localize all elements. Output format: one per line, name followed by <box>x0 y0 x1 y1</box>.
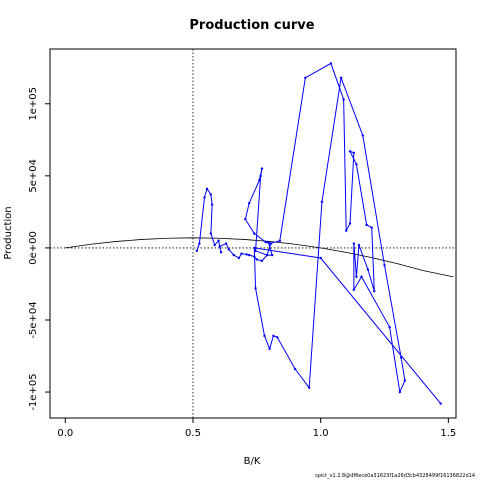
data-point-0-35 <box>278 239 282 242</box>
data-point-0-2 <box>203 196 206 199</box>
data-point-0-39 <box>345 229 348 232</box>
x-tick-label-1: 0.5 <box>185 428 201 439</box>
data-point-0-26 <box>254 249 257 252</box>
chart-title: Production curve <box>189 18 314 33</box>
data-point-0-7 <box>213 243 216 247</box>
y-tick-label-0: -1e+05 <box>28 373 39 410</box>
data-point-0-8 <box>217 239 220 242</box>
data-point-0-19 <box>255 258 259 261</box>
data-point-0-32 <box>253 232 256 235</box>
data-point-0-34 <box>268 242 271 245</box>
data-point-0-10 <box>218 245 222 248</box>
x-tick-label-3: 1.5 <box>440 428 456 439</box>
data-point-0-58 <box>361 134 364 137</box>
data-point-0-50 <box>352 242 356 245</box>
data-point-0-6 <box>209 232 213 235</box>
y-tick-label-2: 0e+00 <box>28 231 39 265</box>
x-axis: 0.0 0.5 1.0 1.5 <box>57 418 456 439</box>
data-point-0-16 <box>245 253 248 256</box>
data-point-0-24 <box>270 253 274 257</box>
x-tick-label-0: 0.0 <box>57 428 73 439</box>
y-tick-label-1: -5e+04 <box>28 301 39 338</box>
data-point-0-65 <box>268 347 271 351</box>
data-point-0-15 <box>240 252 243 255</box>
y-tick-label-4: 1e+05 <box>28 87 39 121</box>
data-point-0-59 <box>339 76 343 80</box>
data-point-0-17 <box>247 253 251 257</box>
data-point-0-13 <box>232 253 236 257</box>
y-tick-label-3: 5e+04 <box>28 159 39 193</box>
data-point-0-48 <box>357 243 361 247</box>
data-point-0-11 <box>224 242 228 245</box>
data-point-0-54 <box>398 390 402 394</box>
data-point-0-28 <box>260 167 264 170</box>
data-point-0-9 <box>219 251 223 254</box>
y-axis: -1e+05 -5e+04 0e+00 5e+04 1e+05 <box>28 87 50 411</box>
data-point-0-62 <box>293 367 297 371</box>
data-point-0-63 <box>276 336 279 339</box>
data-point-0-47 <box>366 268 370 271</box>
data-point-0-45 <box>370 226 373 229</box>
data-point-0-30 <box>247 202 251 205</box>
data-point-0-4 <box>209 193 213 196</box>
data-point-0-56 <box>399 356 403 359</box>
plot-frame <box>49 48 457 419</box>
data-point-0-1 <box>198 242 201 245</box>
data-point-0-67 <box>254 287 257 290</box>
data-point-0-70 <box>439 402 442 405</box>
data-point-0-29 <box>258 178 261 182</box>
data-point-0-61 <box>307 386 311 389</box>
data-point-0-44 <box>365 223 368 227</box>
data-point-0-33 <box>264 240 267 244</box>
data-point-0-40 <box>348 222 352 225</box>
data-point-0-0 <box>195 249 199 252</box>
data-point-0-55 <box>403 379 407 382</box>
data-point-0-52 <box>360 275 363 278</box>
data-point-0-41 <box>352 151 356 154</box>
data-point-0-60 <box>320 200 324 203</box>
data-point-0-27 <box>259 174 262 178</box>
x-tick-label-2: 1.0 <box>313 428 329 439</box>
data-point-0-5 <box>210 203 214 206</box>
data-point-0-57 <box>383 264 386 267</box>
data-point-0-69 <box>319 256 322 260</box>
x-axis-label: B/K <box>244 456 261 467</box>
data-point-0-43 <box>355 163 358 166</box>
data-point-0-51 <box>352 288 356 291</box>
data-point-0-25 <box>265 253 269 257</box>
data-point-0-12 <box>227 248 230 251</box>
data-point-0-42 <box>348 150 352 153</box>
data-point-0-49 <box>355 275 358 278</box>
data-point-0-36 <box>304 76 307 80</box>
data-point-0-3 <box>205 187 209 191</box>
data-point-0-20 <box>260 259 264 263</box>
data-point-0-38 <box>342 98 345 101</box>
data-point-0-53 <box>388 325 391 329</box>
data-point-0-68 <box>253 246 256 250</box>
y-axis-label: Production <box>3 206 14 259</box>
data-point-0-64 <box>272 334 275 338</box>
data-point-0-31 <box>244 217 247 221</box>
data-point-0-18 <box>253 255 256 258</box>
model-curve-line <box>65 237 454 278</box>
data-point-0-46 <box>373 289 376 293</box>
data-point-0-37 <box>329 62 333 65</box>
plot-area <box>50 49 456 418</box>
data-point-0-66 <box>263 334 266 338</box>
version-footnote: spict_v1.2.8@df6ece0a31623f1a26d3cb43284… <box>315 473 475 479</box>
data-point-0-14 <box>237 256 241 260</box>
